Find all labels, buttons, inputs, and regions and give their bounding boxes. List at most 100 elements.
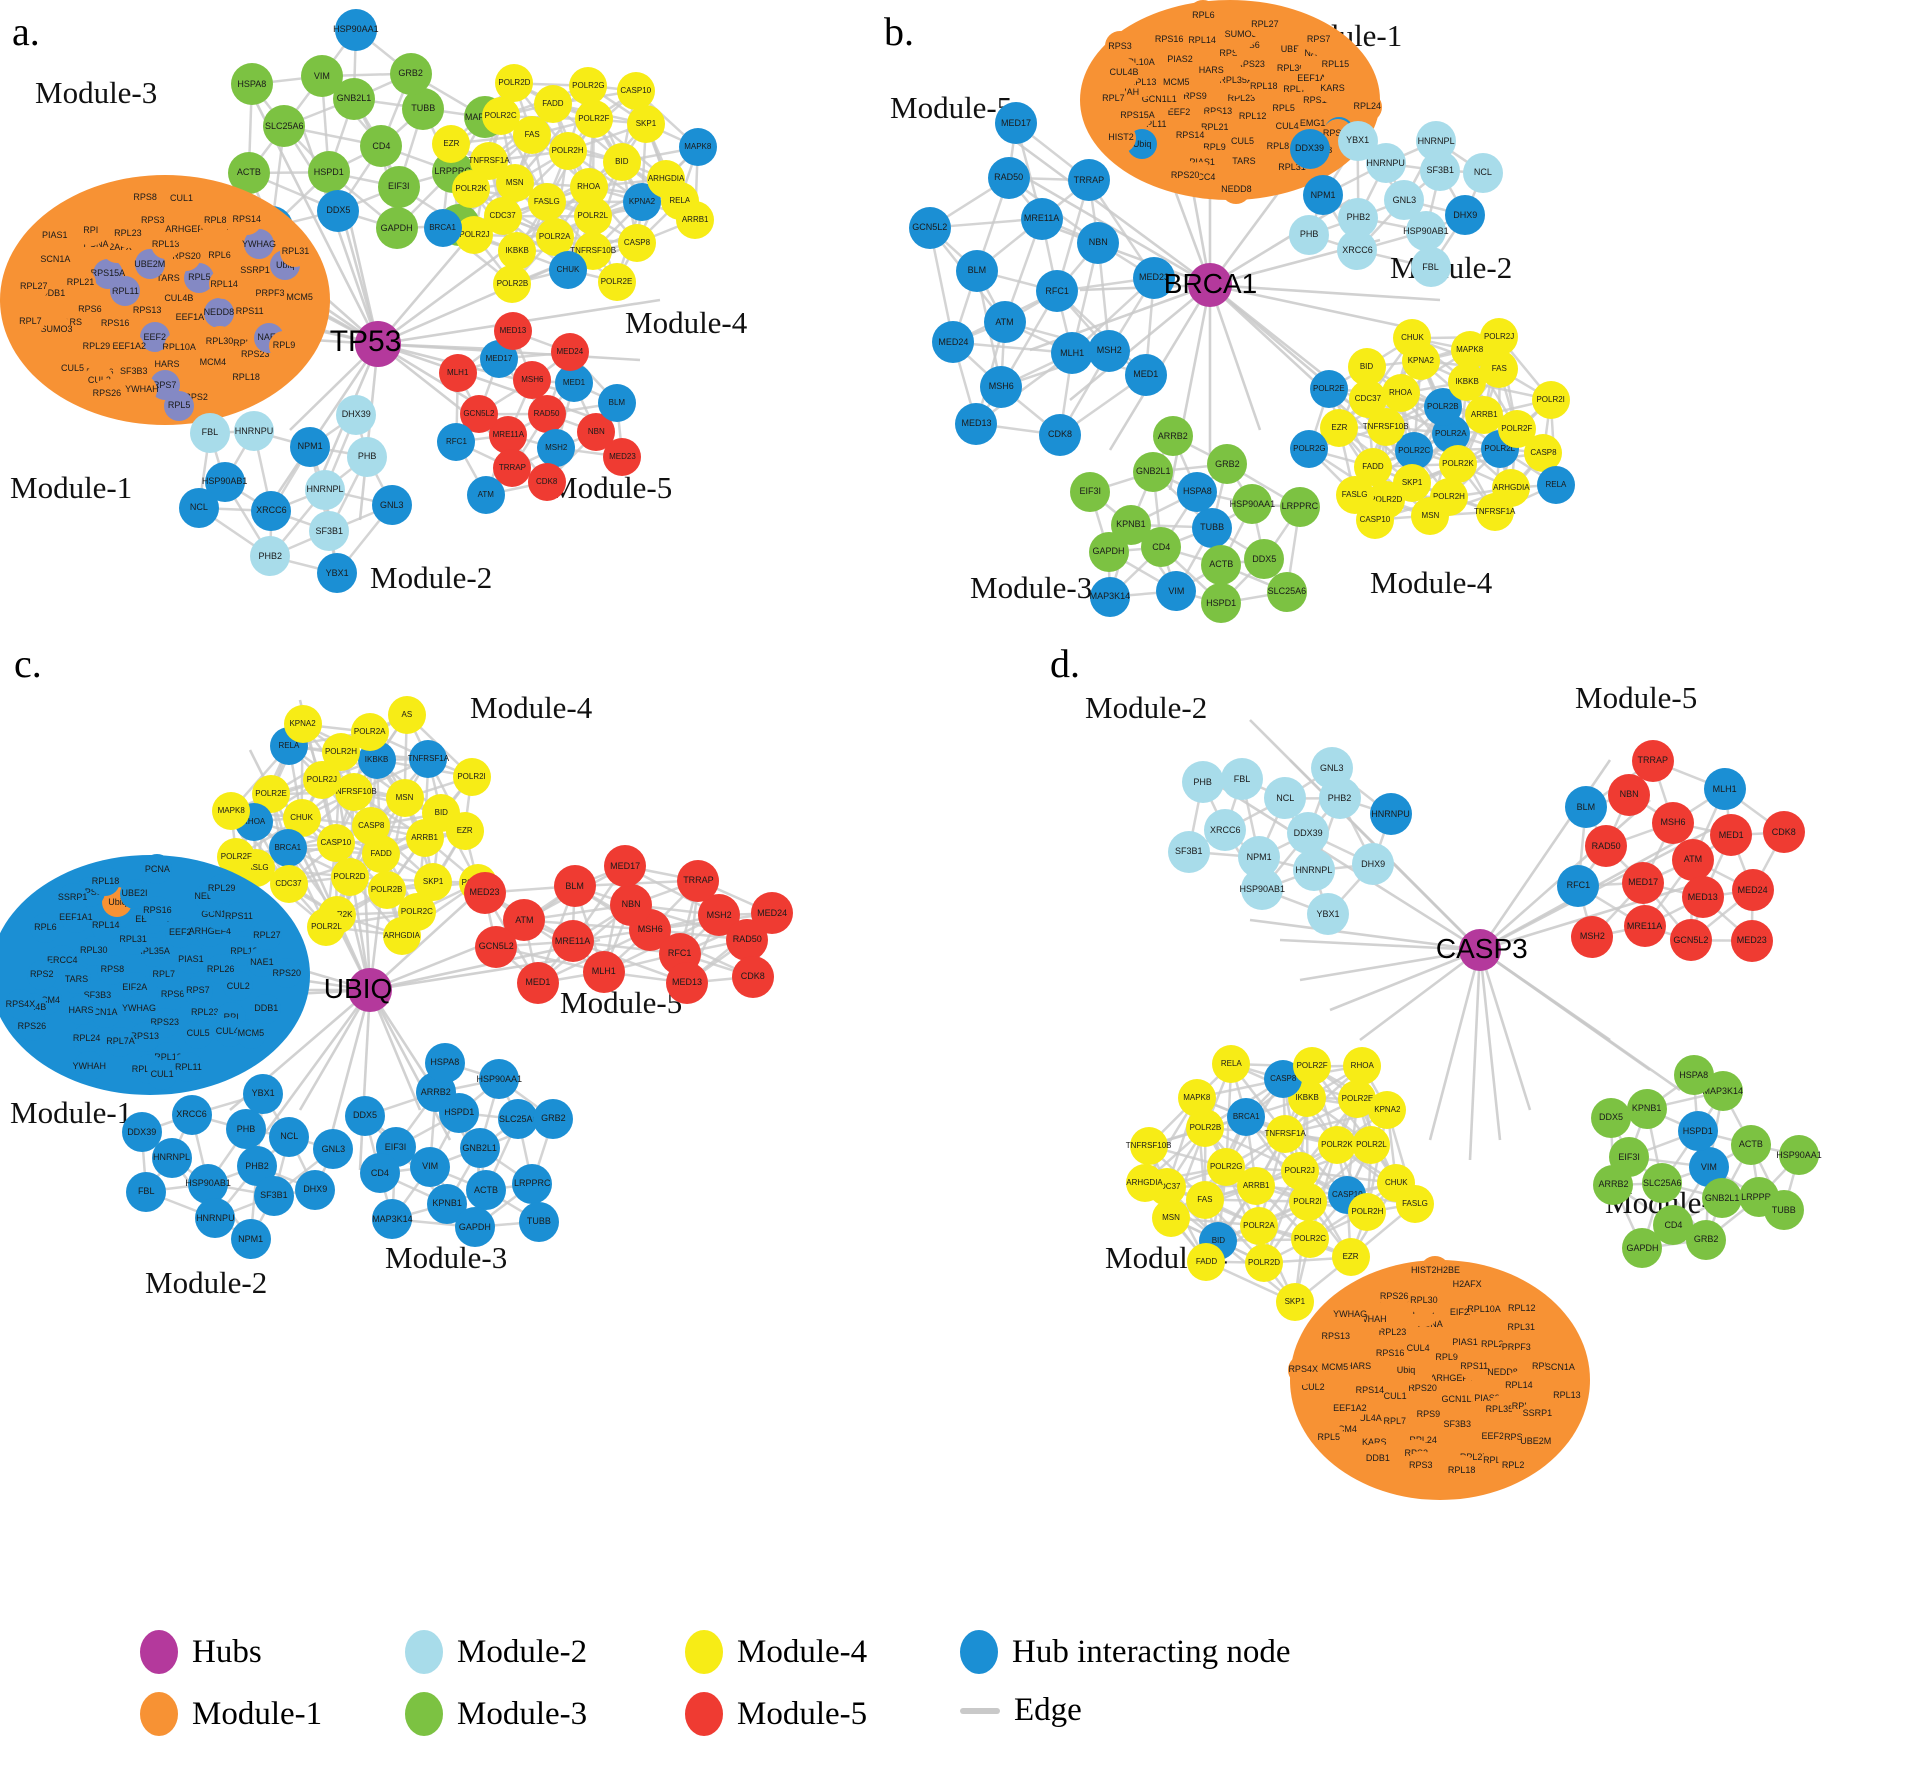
- panel-c-m1-ube2i[interactable]: UBE2I: [119, 878, 150, 909]
- panel-c-m5-nbn[interactable]: NBN: [610, 883, 653, 926]
- panel-c-m1-cul5[interactable]: CUL5: [183, 1018, 214, 1049]
- panel-c-m1-rps2[interactable]: RPS2: [26, 959, 57, 990]
- panel-d-m5-msh6[interactable]: MSH6: [1652, 801, 1694, 844]
- panel-a-m4-ikbkb[interactable]: IKBKB: [498, 231, 537, 270]
- panel-a-m1-nedd8[interactable]: NEDD8: [204, 297, 234, 328]
- panel-a-m1-rpl5[interactable]: RPL5: [164, 390, 195, 421]
- panel-b-m3-grb2[interactable]: GRB2: [1207, 444, 1248, 485]
- panel-a-m4-polr2l[interactable]: POLR2L: [573, 197, 612, 236]
- panel-d-m4-mapk8[interactable]: MAPK8: [1177, 1078, 1216, 1117]
- panel-a-m4-ezr[interactable]: EZR: [432, 124, 471, 163]
- panel-c-m4-brca1[interactable]: BRCA1: [268, 828, 307, 867]
- panel-b-m4-polr2j[interactable]: POLR2J: [1480, 317, 1519, 356]
- panel-b-m4-tnfrsf1a[interactable]: TNFRSF1A: [1474, 492, 1515, 531]
- panel-d-m4-arhgdia[interactable]: ARHGDIA: [1125, 1163, 1164, 1202]
- panel-d-m4-kpna2[interactable]: KPNA2: [1368, 1090, 1407, 1129]
- panel-b-m3-gapdh[interactable]: GAPDH: [1088, 531, 1129, 572]
- panel-d-m3-hspa8[interactable]: HSPA8: [1673, 1055, 1714, 1096]
- panel-b-m3-hspa8[interactable]: HSPA8: [1177, 471, 1218, 512]
- panel-a-m4-polr2f[interactable]: POLR2F: [574, 100, 613, 139]
- panel-c-m4-casp10[interactable]: CASP10: [316, 824, 355, 863]
- panel-d-m5-msh2[interactable]: MSH2: [1571, 915, 1614, 958]
- panel-a-m4-casp10[interactable]: CASP10: [616, 71, 655, 110]
- panel-a-m2-hnrnpl[interactable]: HNRNPL: [304, 469, 345, 510]
- panel-d-m3-hsp90aa1[interactable]: HSP90AA1: [1776, 1135, 1822, 1176]
- panel-c-m3-slc25a6[interactable]: SLC25A6: [498, 1099, 539, 1140]
- panel-c-m5-med1[interactable]: MED1: [516, 961, 559, 1004]
- panel-d-m1-rpl18[interactable]: RPL18: [1446, 1455, 1477, 1486]
- panel-d-m4-polr2f[interactable]: POLR2F: [1293, 1047, 1332, 1086]
- panel-a-m1-mcm5[interactable]: MCM5: [284, 282, 315, 313]
- panel-a-m2-dhx39[interactable]: DHX39: [336, 394, 377, 435]
- panel-c-m3-grb2[interactable]: GRB2: [533, 1098, 574, 1139]
- panel-a-m3-ddx5[interactable]: DDX5: [317, 189, 360, 232]
- panel-c-m3-hsp90aa1[interactable]: HSP90AA1: [477, 1059, 522, 1100]
- panel-c-m1-rps20[interactable]: RPS20: [271, 958, 302, 989]
- panel-d-m5-trrap[interactable]: TRRAP: [1631, 739, 1674, 782]
- panel-d-m4-polr2k[interactable]: POLR2K: [1317, 1126, 1356, 1165]
- panel-b-m5-rad50[interactable]: RAD50: [987, 156, 1030, 199]
- panel-b-m5-med1[interactable]: MED1: [1124, 353, 1167, 396]
- panel-a-m1-rps15a[interactable]: RPS15A: [91, 258, 125, 289]
- panel-c-m2-ddx39[interactable]: DDX39: [121, 1112, 162, 1153]
- panel-d-m1-rpl5[interactable]: RPL5: [1313, 1422, 1344, 1453]
- panel-b-m2-ncl[interactable]: NCL: [1462, 152, 1503, 193]
- panel-d-m2-xrcc6[interactable]: XRCC6: [1204, 809, 1247, 852]
- panel-a-m3-hspa8[interactable]: HSPA8: [230, 63, 273, 106]
- panel-c-m5-med13[interactable]: MED13: [666, 961, 709, 1004]
- panel-d-m2-hsp90ab1[interactable]: HSP90AB1: [1240, 868, 1285, 911]
- panel-b-m4-casp10[interactable]: CASP10: [1355, 500, 1394, 539]
- panel-a-m2-fbl[interactable]: FBL: [189, 412, 230, 453]
- panel-d-m4-fadd[interactable]: FADD: [1187, 1242, 1226, 1281]
- panel-b-m2-hnrnpl[interactable]: HNRNPL: [1416, 121, 1457, 162]
- panel-a-m1-rps26[interactable]: RPS26: [91, 378, 122, 409]
- panel-b-m1-rpl24[interactable]: RPL24: [1352, 91, 1383, 122]
- panel-a-m5-msh2[interactable]: MSH2: [537, 429, 576, 468]
- panel-a-m1-pias1[interactable]: PIAS1: [39, 220, 70, 251]
- panel-d-m2-phb[interactable]: PHB: [1181, 761, 1224, 804]
- panel-c-m5-mlh1[interactable]: MLH1: [582, 950, 625, 993]
- panel-b-m2-ddx39[interactable]: DDX39: [1289, 128, 1330, 169]
- panel-c-m2-fbl[interactable]: FBL: [126, 1171, 167, 1212]
- panel-c-m5-med23[interactable]: MED23: [463, 871, 506, 914]
- panel-b-m5-trrap[interactable]: TRRAP: [1067, 159, 1110, 202]
- panel-c-m3-vim[interactable]: VIM: [410, 1146, 451, 1187]
- panel-b-m2-npm1[interactable]: NPM1: [1303, 175, 1344, 216]
- panel-a-m5-blm[interactable]: BLM: [597, 384, 636, 423]
- panel-d-m4-polr2d[interactable]: POLR2D: [1245, 1243, 1284, 1282]
- panel-b-m2-xrcc6[interactable]: XRCC6: [1337, 230, 1378, 271]
- panel-d-m5-med13[interactable]: MED13: [1681, 876, 1724, 919]
- panel-d-m4-polr2a[interactable]: POLR2A: [1239, 1206, 1278, 1245]
- panel-a-m1-arhgef4[interactable]: ARHGEF4: [165, 214, 208, 245]
- panel-a-m4-arrb1[interactable]: ARRB1: [676, 200, 715, 239]
- panel-d-m1-rps4x[interactable]: RPS4X: [1288, 1354, 1319, 1385]
- panel-b-m5-msh2[interactable]: MSH2: [1088, 329, 1131, 372]
- panel-b-m1-rpl7[interactable]: RPL7: [1098, 83, 1129, 114]
- panel-c-m5-med24[interactable]: MED24: [751, 892, 794, 935]
- panel-d-m4-polr2l[interactable]: POLR2L: [1352, 1126, 1391, 1165]
- panel-b-m1-rps20[interactable]: RPS20: [1170, 160, 1201, 191]
- panel-c-m4-polr2a[interactable]: POLR2A: [350, 713, 389, 752]
- panel-b-m2-hsp90ab1[interactable]: HSP90AB1: [1403, 211, 1449, 252]
- panel-b-m4-bid[interactable]: BID: [1347, 347, 1386, 386]
- panel-d-m5-med24[interactable]: MED24: [1731, 869, 1774, 912]
- panel-b-m5-med24[interactable]: MED24: [932, 321, 975, 364]
- panel-a-m4-bid[interactable]: BID: [602, 142, 641, 181]
- panel-a-m2-sf3b1[interactable]: SF3B1: [309, 511, 350, 552]
- panel-d-m4-rela[interactable]: RELA: [1212, 1044, 1251, 1083]
- panel-b-m4-rela[interactable]: RELA: [1536, 465, 1575, 504]
- panel-d-m1-rpl2[interactable]: RPL2: [1498, 1450, 1529, 1481]
- panel-b-m5-med13[interactable]: MED13: [955, 402, 998, 445]
- panel-d-m5-cdk8[interactable]: CDK8: [1762, 811, 1805, 854]
- panel-c-m5-cdk8[interactable]: CDK8: [731, 955, 774, 998]
- panel-b-m4-msn[interactable]: MSN: [1411, 496, 1450, 535]
- panel-a-m5-mlh1[interactable]: MLH1: [438, 354, 477, 393]
- panel-b-m5-med17[interactable]: MED17: [995, 102, 1038, 145]
- panel-c-m5-trrap[interactable]: TRRAP: [677, 859, 720, 902]
- panel-d-m5-mre11a[interactable]: MRE11A: [1623, 905, 1666, 948]
- panel-d-m4-polr2c[interactable]: POLR2C: [1290, 1220, 1329, 1259]
- panel-c-m1-mcm5[interactable]: MCM5: [235, 1018, 266, 1049]
- panel-c-m4-as[interactable]: AS: [387, 695, 426, 734]
- panel-b-m3-slc25a6[interactable]: SLC25A6: [1266, 571, 1307, 612]
- panel-a-m4-faslg[interactable]: FASLG: [527, 182, 566, 221]
